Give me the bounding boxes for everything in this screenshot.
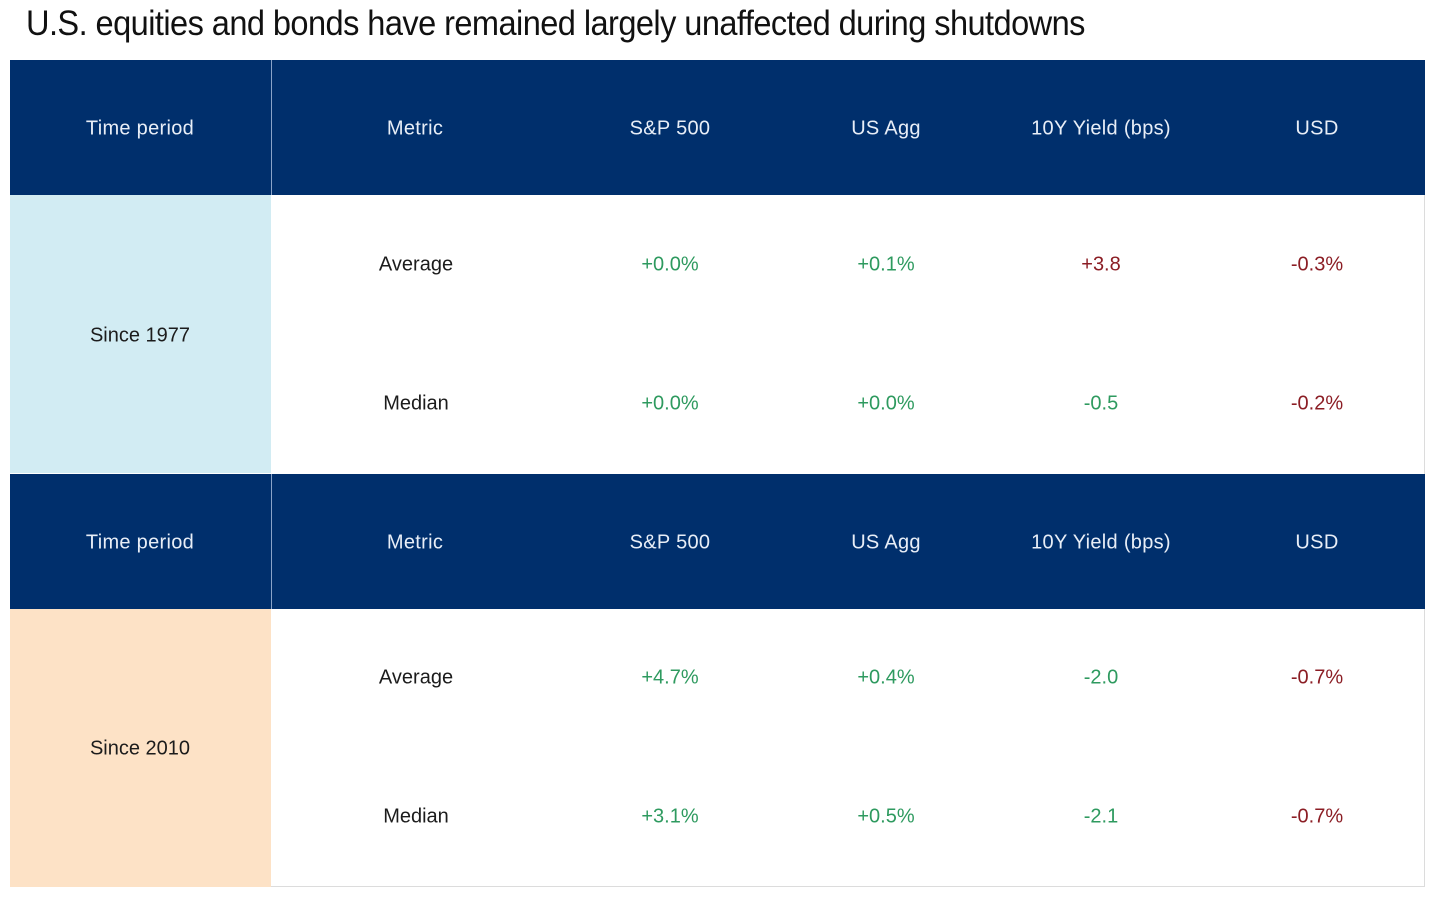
period-cell-since-2010: Since 2010 xyxy=(10,609,271,887)
page-title: U.S. equities and bonds have remained la… xyxy=(26,4,1085,43)
header-us-agg: US Agg xyxy=(851,117,921,140)
yield-10y-value: -2.1 xyxy=(1083,805,1119,828)
us-agg-value: +0.1% xyxy=(857,253,915,276)
column-divider xyxy=(271,474,272,609)
header-sp500: S&P 500 xyxy=(629,117,711,140)
metric-label: Average xyxy=(378,253,454,276)
sp500-value: +4.7% xyxy=(641,666,699,689)
header-10y-yield: 10Y Yield (bps) xyxy=(1031,117,1171,140)
period-label: Since 2010 xyxy=(89,737,191,760)
header-sp500: S&P 500 xyxy=(629,531,711,554)
yield-10y-value: +3.8 xyxy=(1081,253,1121,276)
us-agg-value: +0.5% xyxy=(857,805,915,828)
header-metric: Metric xyxy=(386,117,444,140)
metric-label: Median xyxy=(383,805,449,828)
us-agg-value: +0.0% xyxy=(857,392,915,415)
period-cell-since-1977: Since 1977 xyxy=(10,195,271,473)
usd-value: -0.7% xyxy=(1290,666,1344,689)
yield-10y-value: -2.0 xyxy=(1083,666,1119,689)
header-us-agg: US Agg xyxy=(851,531,921,554)
header-time-period: Time period xyxy=(85,531,195,554)
header-10y-yield: 10Y Yield (bps) xyxy=(1031,531,1171,554)
usd-value: -0.3% xyxy=(1290,253,1344,276)
usd-value: -0.7% xyxy=(1290,805,1344,828)
header-usd: USD xyxy=(1295,531,1339,554)
us-agg-value: +0.4% xyxy=(857,666,915,689)
table-header-row: Time period Metric S&P 500 US Agg 10Y Yi… xyxy=(10,60,1425,195)
period-label: Since 1977 xyxy=(89,324,191,347)
sp500-value: +3.1% xyxy=(641,805,699,828)
shutdown-returns-table: Time period Metric S&P 500 US Agg 10Y Yi… xyxy=(10,60,1425,887)
header-metric: Metric xyxy=(386,531,444,554)
header-time-period: Time period xyxy=(85,117,195,140)
header-usd: USD xyxy=(1295,117,1339,140)
yield-10y-value: -0.5 xyxy=(1083,392,1119,415)
usd-value: -0.2% xyxy=(1290,392,1344,415)
table-header-row: Time period Metric S&P 500 US Agg 10Y Yi… xyxy=(10,474,1425,609)
sp500-value: +0.0% xyxy=(641,392,699,415)
metric-label: Average xyxy=(378,666,454,689)
metric-label: Median xyxy=(383,392,449,415)
sp500-value: +0.0% xyxy=(641,253,699,276)
column-divider xyxy=(271,60,272,195)
